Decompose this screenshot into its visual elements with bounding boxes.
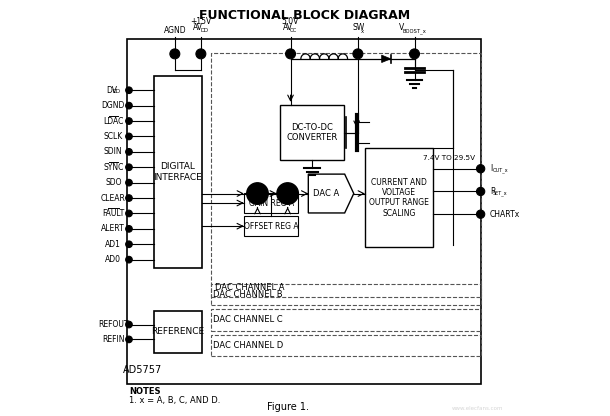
Text: I: I <box>490 164 492 173</box>
Circle shape <box>126 195 132 201</box>
Text: DGND: DGND <box>102 101 125 110</box>
Text: DAC A: DAC A <box>314 189 340 198</box>
Circle shape <box>246 183 268 204</box>
Circle shape <box>126 179 132 186</box>
Bar <box>244 216 298 236</box>
Circle shape <box>126 256 132 263</box>
Text: OUT_x: OUT_x <box>493 168 509 173</box>
Bar <box>211 53 481 297</box>
Text: SCLK: SCLK <box>104 132 123 141</box>
Bar <box>154 311 202 353</box>
Text: SET_x: SET_x <box>493 190 508 196</box>
Text: DAC CHANNEL B: DAC CHANNEL B <box>213 290 283 299</box>
Circle shape <box>126 210 132 217</box>
Bar <box>211 309 481 331</box>
Text: AV: AV <box>193 22 203 32</box>
Circle shape <box>353 49 363 59</box>
Text: DV: DV <box>106 86 117 95</box>
Polygon shape <box>382 55 391 62</box>
Text: AV: AV <box>283 22 293 32</box>
Text: NOTES: NOTES <box>129 387 161 396</box>
Text: GAIN REG A: GAIN REG A <box>248 198 293 208</box>
Text: FUNCTIONAL BLOCK DIAGRAM: FUNCTIONAL BLOCK DIAGRAM <box>199 9 411 22</box>
Circle shape <box>285 49 295 59</box>
Circle shape <box>476 210 485 218</box>
Circle shape <box>126 87 132 94</box>
Text: CURRENT AND
VOLTAGE
OUTPUT RANGE
SCALING: CURRENT AND VOLTAGE OUTPUT RANGE SCALING <box>369 178 429 218</box>
Bar <box>211 335 481 357</box>
Circle shape <box>126 321 132 328</box>
Circle shape <box>126 336 132 343</box>
Circle shape <box>126 164 132 171</box>
Text: REFERENCE: REFERENCE <box>151 327 204 337</box>
Text: CHARTx: CHARTx <box>490 210 520 219</box>
Bar <box>154 76 202 268</box>
Circle shape <box>476 187 485 196</box>
Circle shape <box>126 241 132 248</box>
Text: R: R <box>490 187 495 196</box>
Text: 7.4V TO 29.5V: 7.4V TO 29.5V <box>423 156 475 161</box>
Text: SDO: SDO <box>105 178 121 187</box>
Text: AD5757: AD5757 <box>123 365 163 375</box>
Circle shape <box>476 165 485 173</box>
Text: SW: SW <box>353 22 365 32</box>
Bar <box>244 193 298 213</box>
Circle shape <box>277 183 298 204</box>
Circle shape <box>126 102 132 109</box>
Text: DIGITAL
INTERFACE: DIGITAL INTERFACE <box>154 162 203 181</box>
Circle shape <box>126 149 132 155</box>
Text: REFIN: REFIN <box>102 335 124 344</box>
Text: www.elecfans.com: www.elecfans.com <box>452 406 503 411</box>
Text: OFFSET REG A: OFFSET REG A <box>244 222 298 231</box>
Text: CC: CC <box>290 28 297 33</box>
Bar <box>365 148 433 247</box>
Text: AGND: AGND <box>163 26 186 35</box>
Circle shape <box>126 225 132 232</box>
Text: DD: DD <box>201 28 209 33</box>
Text: AD1: AD1 <box>106 240 121 249</box>
Text: FAULT: FAULT <box>102 209 124 218</box>
Text: SYNC: SYNC <box>103 163 123 172</box>
Text: DC-TO-DC
CONVERTER: DC-TO-DC CONVERTER <box>287 123 338 142</box>
Text: 1. x = A, B, C, AND D.: 1. x = A, B, C, AND D. <box>129 396 221 405</box>
Circle shape <box>196 49 206 59</box>
Circle shape <box>126 133 132 140</box>
Bar <box>127 39 481 384</box>
Text: DAC CHANNEL A: DAC CHANNEL A <box>215 283 285 292</box>
Text: DAC CHANNEL C: DAC CHANNEL C <box>213 315 283 324</box>
Text: Figure 1.: Figure 1. <box>267 402 309 412</box>
Circle shape <box>170 49 180 59</box>
Text: DD: DD <box>112 89 120 94</box>
Bar <box>280 105 344 161</box>
Text: REFOUT: REFOUT <box>98 320 129 329</box>
Text: 5.0V: 5.0V <box>282 17 300 26</box>
Text: ALERT: ALERT <box>101 224 125 233</box>
Text: DAC CHANNEL D: DAC CHANNEL D <box>213 341 283 350</box>
Circle shape <box>409 49 420 59</box>
Text: SDIN: SDIN <box>104 147 123 156</box>
Text: +15V: +15V <box>190 17 212 26</box>
Text: V: V <box>399 22 404 32</box>
Text: LDAC: LDAC <box>103 116 123 126</box>
Text: x: x <box>361 29 364 34</box>
Text: BOOST_x: BOOST_x <box>403 28 427 34</box>
Bar <box>211 284 481 305</box>
Circle shape <box>126 118 132 124</box>
Text: AD0: AD0 <box>106 255 121 264</box>
Text: CLEAR: CLEAR <box>101 193 126 203</box>
